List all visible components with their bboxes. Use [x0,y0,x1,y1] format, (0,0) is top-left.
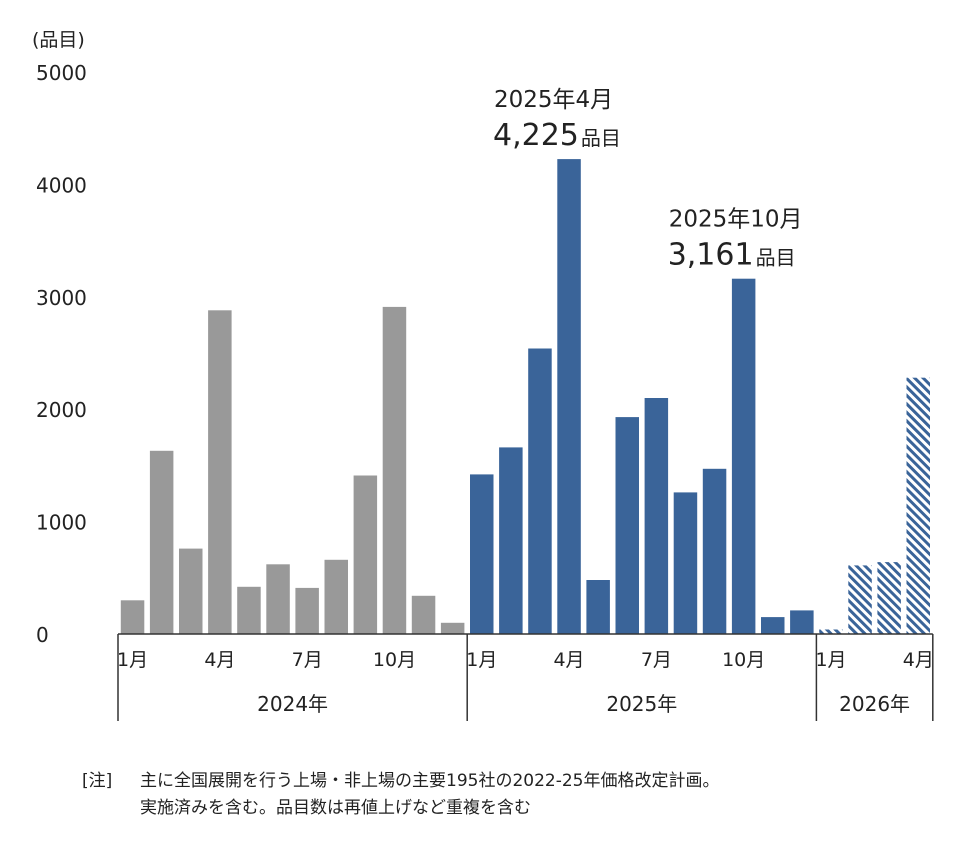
bar-2-6 [615,417,639,634]
bar-3-1 [819,629,843,634]
bar-1-2 [149,450,174,634]
x-tick-label: 4月 [204,649,235,671]
y-tick-label: 0 [36,623,49,647]
bar-1-11 [411,595,436,634]
annotation: 2025年10月 3,161 品目 [668,207,803,273]
footnote-tag: [注] [82,771,113,791]
x-tick-label: 4月 [553,649,584,671]
bar-2-4 [557,159,581,634]
year-label: 2025年 [606,692,677,716]
bar-2-5 [586,580,610,634]
bar-2-12 [790,610,814,634]
bar-chart: (品目) 0 1000 2000 3000 4000 5000 1月 4月 7月 10月 1月 4月… [32,29,934,721]
bar-2-1 [470,474,494,634]
x-tick-label: 1月 [117,649,148,671]
bars [120,159,930,634]
footnote: [注] 主に全国展開を行う上場・非上場の主要195社の2022-25年価格改定計画… [82,768,719,822]
bar-1-12 [440,622,465,634]
x-tick-label: 1月 [466,649,497,671]
bar-2-7 [644,398,669,634]
x-tick-label: 10月 [373,649,416,671]
bar-3-2 [848,565,872,634]
y-tick-label: 2000 [36,398,87,422]
bar-1-1 [120,600,145,634]
year-label: 2026年 [839,692,910,716]
y-axis-unit-label: (品目) [32,29,85,51]
annotation-value: 4,225 品目 [493,118,621,153]
bar-1-4 [208,310,232,634]
y-axis-ticks: 0 1000 2000 3000 4000 5000 [36,61,87,647]
bar-2-8 [673,492,698,634]
annotations: 2025年4月 4,225 品目 2025年10月 3,161 品目 [493,87,803,273]
x-axis-ticks: 1月 4月 7月 10月 1月 4月 7月 10月 1月 4月 [117,649,934,671]
bar-2-11 [761,617,785,634]
year-labels: 2024年 2025年 2026年 [257,692,910,716]
bar-3-4 [906,377,930,634]
bar-2-10 [731,278,756,634]
bar-1-9 [353,475,378,634]
bar-1-8 [324,559,348,634]
bar-1-5 [237,586,261,634]
footnote-text-2: 実施済みを含む。品目数は再値上げなど重複を含む [140,798,531,818]
annotation: 2025年4月 4,225 品目 [493,87,621,153]
annotation-title: 2025年10月 [669,207,803,233]
annotation-title: 2025年4月 [494,87,613,113]
x-tick-label: 1月 [815,649,846,671]
year-label: 2024年 [257,692,328,716]
bar-3-3 [877,562,901,634]
bar-2-2 [499,447,523,634]
axes [117,633,934,721]
x-tick-label: 7月 [641,649,672,671]
bar-1-7 [295,587,319,634]
x-tick-label: 4月 [903,649,934,671]
y-tick-label: 3000 [36,286,87,310]
y-tick-label: 4000 [36,173,87,197]
footnote-text-1: 主に全国展開を行う上場・非上場の主要195社の2022-25年価格改定計画。 [140,771,720,791]
bar-2-3 [528,348,552,634]
bar-1-10 [382,306,407,634]
annotation-value: 3,161 品目 [668,238,796,273]
footnote-line-1: [注] 主に全国展開を行う上場・非上場の主要195社の2022-25年価格改定計画… [82,768,719,795]
bar-2-9 [702,468,727,634]
x-tick-label: 10月 [722,649,765,671]
bar-1-3 [179,548,203,634]
y-tick-label: 5000 [36,61,87,85]
bar-1-6 [266,564,290,634]
y-tick-label: 1000 [36,511,87,535]
x-tick-label: 7月 [292,649,323,671]
